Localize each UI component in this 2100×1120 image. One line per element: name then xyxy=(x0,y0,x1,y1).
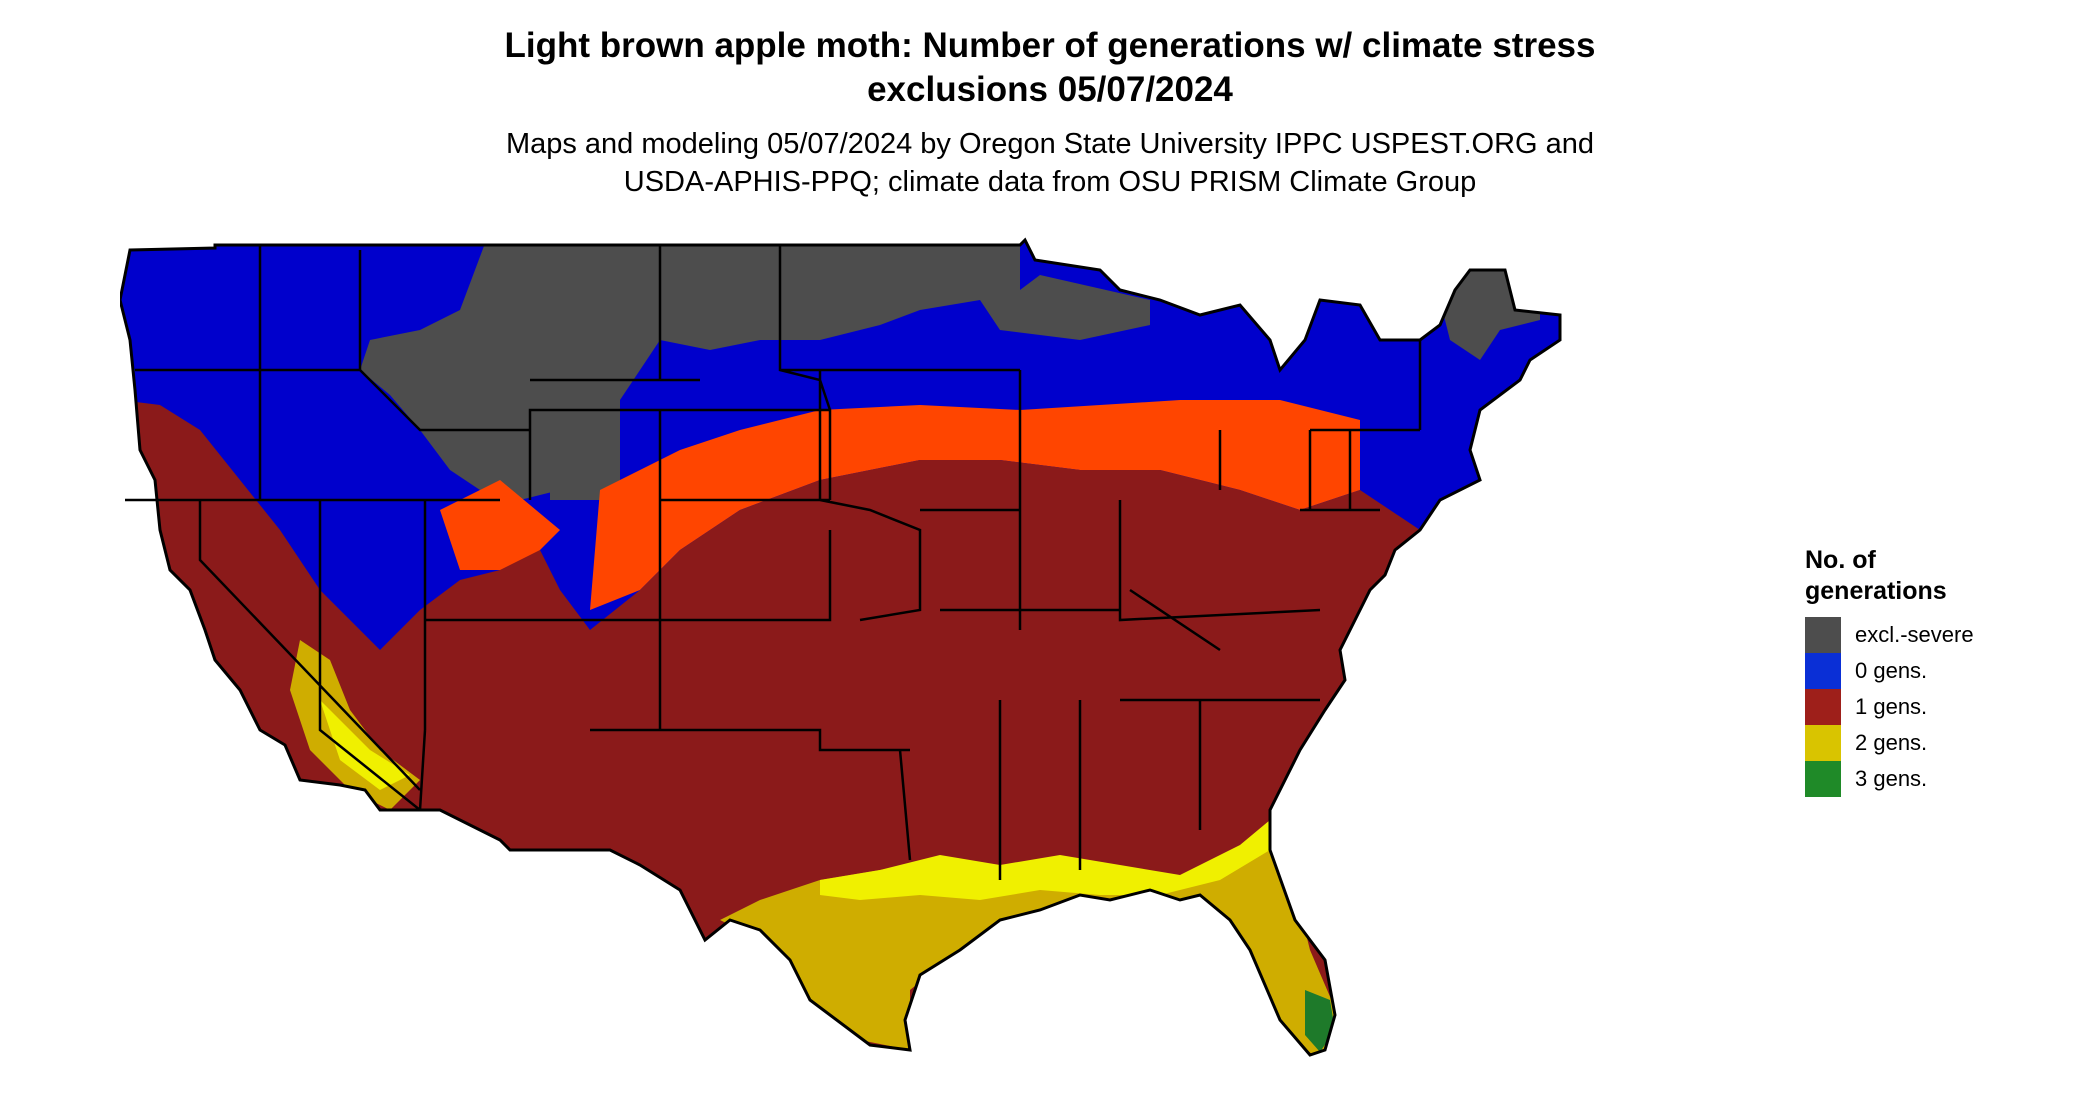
legend-swatch xyxy=(1805,761,1841,797)
legend-title-line-2: generations xyxy=(1805,577,1947,605)
zone-two-gens xyxy=(290,640,1340,1055)
legend-swatch xyxy=(1805,689,1841,725)
state-borders xyxy=(120,237,1562,1057)
generation-zones xyxy=(120,240,1560,1055)
legend-label: 1 gens. xyxy=(1855,694,1928,719)
legend-label: excl.-severe xyxy=(1855,622,1974,647)
title-line-2: exclusions 05/07/2024 xyxy=(867,70,1233,109)
us-generations-map xyxy=(120,237,1562,1057)
legend-item: 2 gens. xyxy=(1805,725,2065,761)
legend-title-line-1: No. of xyxy=(1805,546,1876,574)
subtitle-line-2: USDA-APHIS-PPQ; climate data from OSU PR… xyxy=(623,166,1477,198)
legend-item: 0 gens. xyxy=(1805,653,2065,689)
zone-transition xyxy=(440,400,1360,610)
legend-label: 0 gens. xyxy=(1855,658,1928,683)
legend-swatch xyxy=(1805,653,1841,689)
legend-swatch xyxy=(1805,725,1841,761)
map-legend: No. of generations excl.-severe 0 gens. 1 … xyxy=(1805,545,2065,797)
legend-label: 3 gens. xyxy=(1855,766,1928,791)
legend-item: 3 gens. xyxy=(1805,761,2065,797)
legend-item: excl.-severe xyxy=(1805,617,2065,653)
zone-two-gens-bright xyxy=(320,700,1270,900)
legend-swatch xyxy=(1805,617,1841,653)
subtitle-line-1: Maps and modeling 05/07/2024 by Oregon S… xyxy=(505,128,1595,160)
title-line-1: Light brown apple moth: Number of genera… xyxy=(504,26,1596,65)
legend-items: excl.-severe 0 gens. 1 gens. 2 gens. 3 gens. xyxy=(1805,617,2065,797)
legend-item: 1 gens. xyxy=(1805,689,2065,725)
zone-excluded xyxy=(360,240,1540,500)
legend-label: 2 gens. xyxy=(1855,730,1928,755)
